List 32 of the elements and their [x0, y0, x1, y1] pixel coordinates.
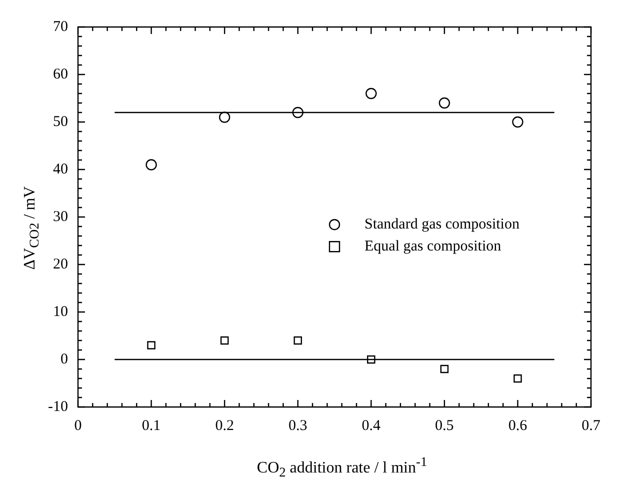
- x-tick-label: 0.6: [508, 418, 528, 434]
- y-tick-label: 40: [52, 161, 68, 178]
- x-tick-label: 0.1: [142, 418, 161, 434]
- y-tick-label: -10: [48, 398, 68, 415]
- x-axis-title: CO$_{2}$ addition rate / l min$^{-1}$: [256, 454, 428, 481]
- y-tick-label: 60: [52, 66, 68, 82]
- x-tick-label: 0.4: [362, 418, 382, 434]
- legend-label: Equal gas composition: [364, 238, 502, 255]
- point: [292, 106, 304, 118]
- x-tick-label: 0.7: [582, 418, 601, 434]
- x-tick-label: 0.3: [288, 418, 308, 434]
- y-tick-label: 50: [52, 114, 68, 130]
- point: [512, 116, 524, 128]
- point: [440, 364, 449, 374]
- point: [218, 112, 230, 123]
- y-tick-label: 10: [52, 304, 68, 320]
- point: [366, 88, 377, 100]
- point: [367, 355, 376, 364]
- x-tick-label: 0.5: [435, 418, 454, 434]
- y-tick-label: 30: [52, 208, 68, 225]
- point: [147, 341, 156, 350]
- y-tick-label: 70: [52, 18, 68, 35]
- x-tick-label: 0.2: [215, 418, 234, 434]
- legend-label: Standard gas composition: [364, 216, 520, 233]
- y-tick-label: 0: [60, 351, 68, 368]
- point: [438, 97, 450, 109]
- x-tick-label: 0: [74, 418, 82, 434]
- point: [146, 159, 157, 170]
- y-tick-label: 20: [52, 256, 68, 272]
- point: [294, 336, 302, 345]
- point: [220, 336, 229, 345]
- point: [514, 374, 522, 383]
